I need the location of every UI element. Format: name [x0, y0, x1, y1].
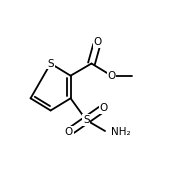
Text: S: S — [47, 58, 54, 69]
Text: O: O — [100, 103, 108, 113]
Text: O: O — [93, 37, 102, 47]
Text: O: O — [65, 127, 73, 137]
Text: S: S — [83, 115, 90, 125]
Text: O: O — [107, 71, 116, 81]
Text: NH₂: NH₂ — [111, 127, 130, 137]
